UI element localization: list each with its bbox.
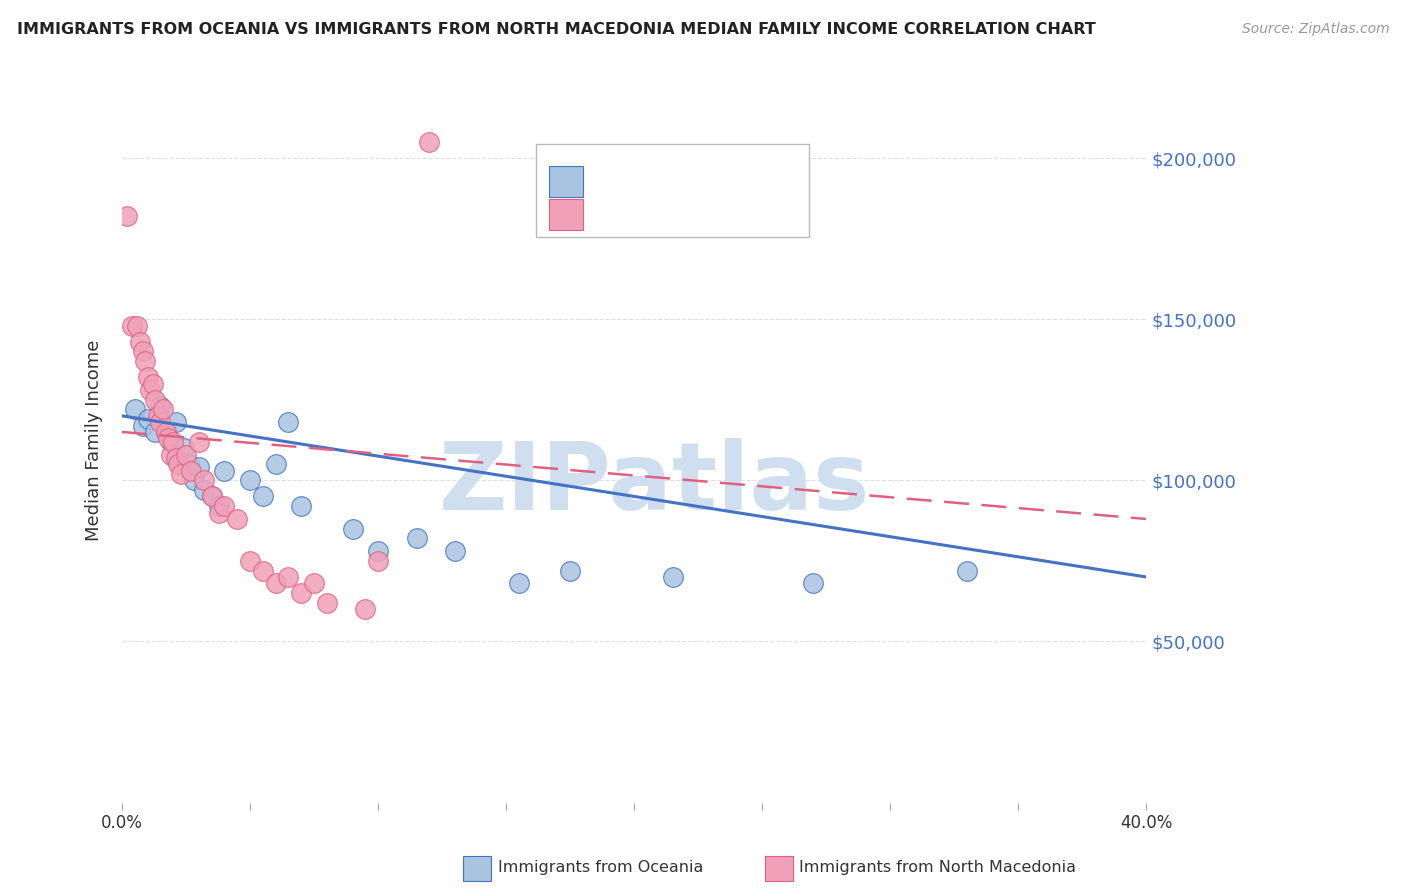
Point: [167, 457, 190, 471]
Text: IMMIGRANTS FROM OCEANIA VS IMMIGRANTS FROM NORTH MACEDONIA MEDIAN FAMILY INCOME : IMMIGRANTS FROM OCEANIA VS IMMIGRANTS FR…: [17, 22, 1095, 37]
Point: [177, 457, 200, 471]
Point: [159, 434, 181, 449]
Point: [167, 448, 190, 462]
Point: [201, 490, 224, 504]
Point: [239, 554, 262, 568]
Point: [170, 467, 193, 481]
Text: ZIPatlas: ZIPatlas: [439, 438, 870, 530]
Point: [146, 409, 169, 423]
Point: [143, 425, 166, 439]
Point: [165, 415, 187, 429]
Point: [136, 370, 159, 384]
Point: [187, 434, 209, 449]
Point: [956, 564, 979, 578]
Point: [444, 544, 467, 558]
Point: [121, 318, 143, 333]
Text: Immigrants from Oceania: Immigrants from Oceania: [498, 861, 703, 875]
Point: [290, 586, 312, 600]
Point: [131, 344, 153, 359]
Point: [252, 564, 274, 578]
Point: [173, 441, 195, 455]
Point: [149, 415, 172, 429]
Point: [152, 402, 174, 417]
Point: [239, 473, 262, 487]
Point: [127, 318, 149, 333]
Point: [560, 564, 582, 578]
Text: -0.069: -0.069: [633, 206, 695, 224]
Point: [277, 570, 299, 584]
Text: 31: 31: [731, 173, 755, 191]
Point: [418, 135, 440, 149]
Point: [155, 425, 177, 439]
Y-axis label: Median Family Income: Median Family Income: [86, 339, 103, 541]
Text: N =: N =: [699, 173, 737, 191]
Point: [214, 499, 236, 513]
Point: [201, 490, 224, 504]
Point: [143, 392, 166, 407]
Text: -0.270: -0.270: [633, 173, 695, 191]
Point: [803, 576, 825, 591]
Point: [277, 415, 299, 429]
Point: [165, 450, 187, 465]
Point: [354, 602, 377, 616]
Point: [134, 354, 156, 368]
Point: [405, 531, 427, 545]
Point: [159, 448, 181, 462]
Point: [226, 512, 249, 526]
Point: [367, 544, 389, 558]
Text: R =: R =: [593, 173, 630, 191]
Point: [302, 576, 325, 591]
Point: [342, 522, 364, 536]
Point: [208, 499, 231, 513]
Point: [183, 473, 205, 487]
Point: [187, 460, 209, 475]
Point: [193, 473, 215, 487]
Point: [124, 402, 146, 417]
Text: Source: ZipAtlas.com: Source: ZipAtlas.com: [1241, 22, 1389, 37]
Point: [149, 399, 172, 413]
Point: [157, 431, 180, 445]
Text: Immigrants from North Macedonia: Immigrants from North Macedonia: [799, 861, 1076, 875]
Point: [155, 425, 177, 439]
Point: [290, 499, 312, 513]
Point: [208, 506, 231, 520]
Text: 38: 38: [731, 206, 755, 224]
Point: [316, 596, 339, 610]
Point: [142, 376, 165, 391]
Point: [508, 576, 530, 591]
Point: [139, 383, 162, 397]
Point: [661, 570, 683, 584]
Point: [214, 464, 236, 478]
Point: [193, 483, 215, 497]
Point: [264, 457, 287, 471]
Point: [264, 576, 287, 591]
Point: [129, 334, 152, 349]
Point: [131, 418, 153, 433]
Point: [115, 209, 138, 223]
Point: [252, 490, 274, 504]
Point: [180, 464, 202, 478]
Point: [162, 434, 184, 449]
Point: [136, 412, 159, 426]
Point: [367, 554, 389, 568]
Text: R =: R =: [593, 206, 630, 224]
Text: N =: N =: [699, 206, 737, 224]
Point: [174, 448, 197, 462]
